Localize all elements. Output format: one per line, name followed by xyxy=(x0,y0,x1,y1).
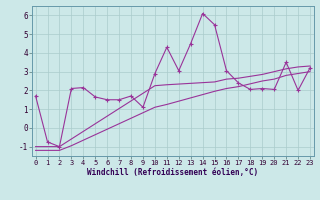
X-axis label: Windchill (Refroidissement éolien,°C): Windchill (Refroidissement éolien,°C) xyxy=(87,168,258,177)
